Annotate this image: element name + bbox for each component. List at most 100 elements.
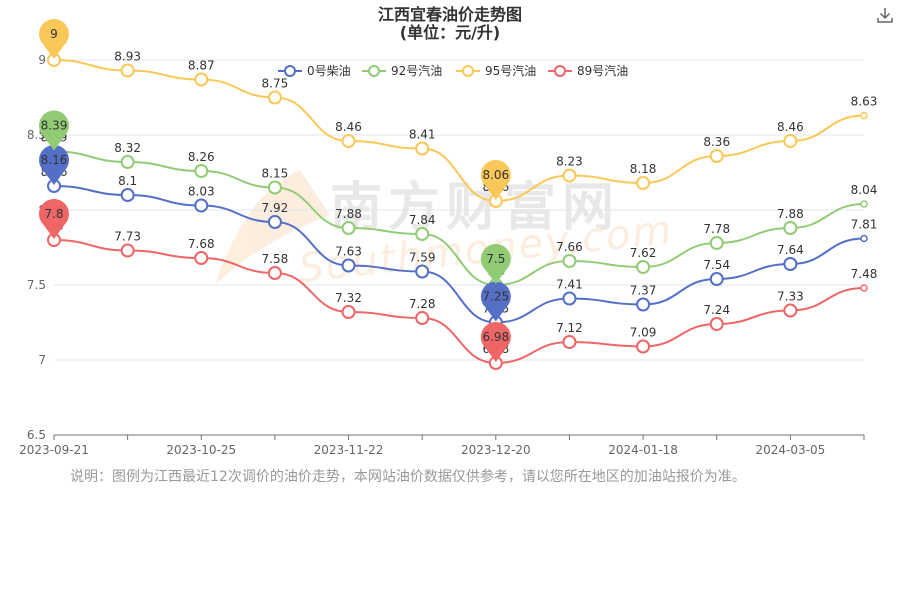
- data-point[interactable]: [783, 257, 798, 271]
- data-label: 8.41: [409, 128, 436, 142]
- pin-tip: [485, 269, 507, 284]
- legend-marker: [554, 65, 566, 77]
- data-point[interactable]: [636, 297, 651, 312]
- pin-head: [39, 199, 69, 229]
- x-tick-label: 2024-01-18: [608, 443, 678, 457]
- legend-marker: [368, 65, 380, 77]
- data-point[interactable]: [709, 317, 724, 331]
- data-label: 8.63: [851, 95, 878, 109]
- pin-label: 7.25: [482, 290, 509, 304]
- data-label: 8.87: [188, 59, 215, 73]
- chart-note: 说明：图例为江西最近12次调价的油价走势，本网站油价数据仅供参考，请以您所在地区…: [70, 469, 746, 485]
- legend-item[interactable]: 92号汽油: [362, 63, 442, 78]
- series-line: [53, 239, 865, 365]
- axes: 6.577.588.592023-09-212023-10-252023-11-…: [19, 53, 865, 457]
- y-tick-label: 9: [38, 53, 46, 67]
- pin-head: [480, 160, 511, 190]
- data-label: 7.24: [703, 303, 730, 317]
- data-label: 8.75: [262, 77, 289, 91]
- data-point[interactable]: [341, 221, 356, 235]
- data-label: 7.41: [556, 278, 583, 292]
- pin-marker: 8.16: [39, 145, 69, 185]
- download-icon[interactable]: [876, 6, 894, 24]
- pin-label: 8.16: [41, 153, 68, 167]
- legend-item[interactable]: 0号柴油: [278, 64, 351, 78]
- data-point[interactable]: [194, 198, 209, 213]
- data-label: 7.66: [556, 240, 583, 254]
- data-point[interactable]: [194, 251, 209, 265]
- data-label: 8.36: [703, 135, 730, 149]
- chart-title: 江西宜春油价走势图: [378, 5, 522, 24]
- data-point[interactable]: [267, 266, 282, 280]
- data-point[interactable]: [341, 134, 356, 148]
- data-label: 7.58: [262, 252, 289, 266]
- pin-label: 8.06: [482, 168, 509, 182]
- data-label: 8.18: [630, 162, 657, 176]
- y-tick-label: 7.5: [27, 278, 46, 292]
- data-point[interactable]: [415, 264, 430, 279]
- data-point[interactable]: [636, 260, 651, 274]
- data-point[interactable]: [267, 215, 282, 229]
- data-point[interactable]: [709, 149, 724, 163]
- data-label: 7.12: [556, 321, 583, 335]
- data-point[interactable]: [194, 72, 209, 87]
- data-point[interactable]: [194, 164, 209, 178]
- data-point[interactable]: [860, 111, 868, 120]
- data-label: 7.32: [335, 291, 362, 305]
- pin-head: [39, 145, 69, 175]
- data-point[interactable]: [562, 254, 577, 268]
- pin-marker: 7.8: [39, 199, 69, 239]
- pin-label: 7.5: [486, 252, 505, 266]
- data-point[interactable]: [120, 243, 135, 258]
- data-point[interactable]: [415, 311, 430, 325]
- pin-marker: 8.06: [480, 160, 511, 200]
- pin-tip: [43, 224, 65, 239]
- legend-label: 95号汽油: [485, 63, 536, 78]
- data-label: 7.64: [777, 243, 804, 257]
- data-label: 7.59: [409, 251, 436, 265]
- series-line: [53, 150, 865, 287]
- data-point[interactable]: [783, 221, 798, 235]
- data-point[interactable]: [860, 234, 868, 243]
- pin-marker: 8.39: [39, 110, 69, 151]
- data-label: 8.46: [335, 120, 362, 134]
- data-point[interactable]: [860, 284, 868, 292]
- data-point[interactable]: [709, 272, 724, 286]
- data-point[interactable]: [267, 180, 282, 195]
- data-point[interactable]: [120, 155, 135, 169]
- pin-head: [39, 110, 69, 141]
- data-point[interactable]: [636, 339, 651, 354]
- y-tick-label: 7: [38, 353, 46, 367]
- x-tick-label: 2023-10-25: [166, 443, 236, 457]
- data-point[interactable]: [341, 305, 356, 319]
- data-point[interactable]: [709, 236, 724, 250]
- data-label: 7.92: [262, 201, 289, 215]
- data-point[interactable]: [562, 168, 577, 183]
- x-tick-label: 2024-03-05: [755, 443, 825, 457]
- pin-label: 8.39: [41, 119, 68, 133]
- grid: [54, 59, 864, 361]
- data-point[interactable]: [120, 63, 135, 78]
- data-point[interactable]: [783, 303, 798, 318]
- data-point[interactable]: [415, 227, 430, 241]
- pin-head: [480, 322, 511, 352]
- data-point[interactable]: [783, 134, 798, 148]
- legend-label: 0号柴油: [307, 64, 351, 78]
- data-point[interactable]: [267, 90, 282, 105]
- data-point[interactable]: [562, 335, 577, 349]
- legend-item[interactable]: 95号汽油: [456, 63, 536, 78]
- data-point[interactable]: [415, 141, 430, 156]
- data-point[interactable]: [860, 200, 868, 208]
- data-point[interactable]: [341, 258, 356, 273]
- data-label: 7.63: [335, 245, 362, 259]
- data-point[interactable]: [636, 176, 651, 190]
- pin-marker: 7.25: [480, 281, 511, 322]
- svg-text:南方财富网: 南方财富网: [330, 178, 620, 238]
- data-point[interactable]: [120, 188, 135, 202]
- data-point[interactable]: [562, 291, 577, 306]
- data-label: 7.81: [851, 218, 878, 232]
- pin-tip: [43, 170, 65, 185]
- legend-item[interactable]: 89号汽油: [548, 63, 628, 78]
- legend[interactable]: 0号柴油 92号汽油 95号汽油 89号汽油: [278, 63, 628, 78]
